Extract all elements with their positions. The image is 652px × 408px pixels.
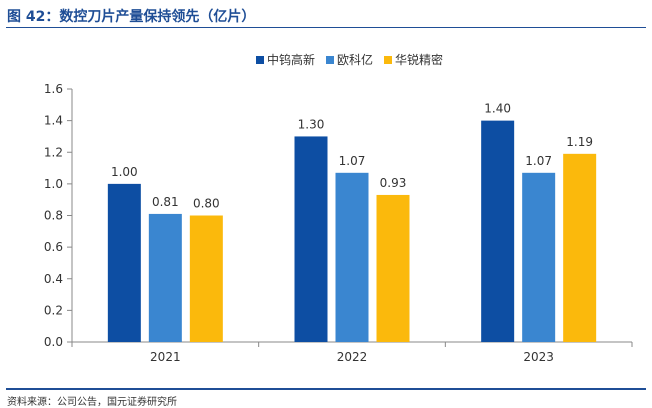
data-label: 0.80 [193, 197, 220, 211]
y-tick-label: 0.2 [44, 303, 63, 317]
y-tick-label: 1.2 [44, 145, 63, 159]
bar [335, 172, 369, 342]
bar [294, 136, 328, 342]
legend-swatch [384, 56, 392, 64]
footer-divider [6, 388, 646, 390]
source-note: 资料来源：公司公告，国元证券研究所 [7, 397, 177, 408]
bar [148, 213, 182, 342]
bar [376, 194, 410, 342]
y-tick-label: 0.0 [44, 335, 63, 349]
legend-label: 华锐精密 [395, 52, 443, 67]
bar [189, 215, 223, 342]
data-label: 1.30 [298, 117, 325, 131]
y-tick-label: 0.8 [44, 209, 63, 223]
data-label: 1.07 [525, 154, 552, 168]
x-tick-label: 2022 [337, 350, 368, 364]
legend-label: 中钨高新 [267, 52, 315, 67]
legend-swatch [256, 56, 264, 64]
y-tick-label: 1.0 [44, 177, 63, 191]
bar [481, 120, 515, 342]
bar [107, 183, 141, 342]
y-tick-label: 0.6 [44, 240, 63, 254]
data-label: 1.19 [566, 135, 593, 149]
bar-chart: 0.0 0.2 0.4 0.6 0.8 1.0 1.2 1.4 1.6 2021 1.00 0.81 0… [44, 52, 633, 364]
x-tick-label: 2021 [150, 350, 181, 364]
bar [563, 153, 597, 342]
data-label: 0.93 [380, 176, 407, 190]
figure-title: 图 42：数控刀片产量保持领先（亿片） [7, 9, 256, 25]
x-tick-label: 2023 [523, 350, 554, 364]
data-label: 1.40 [484, 102, 511, 116]
legend-label: 欧科亿 [337, 52, 373, 67]
bar [522, 172, 556, 342]
data-label: 1.07 [339, 154, 366, 168]
y-tick-label: 0.4 [44, 272, 63, 286]
title-divider [6, 27, 646, 28]
data-label: 1.00 [111, 165, 138, 179]
legend-swatch [326, 56, 334, 64]
data-label: 0.81 [152, 195, 179, 209]
y-tick-label: 1.4 [44, 114, 63, 128]
y-tick-label: 1.6 [44, 82, 63, 96]
